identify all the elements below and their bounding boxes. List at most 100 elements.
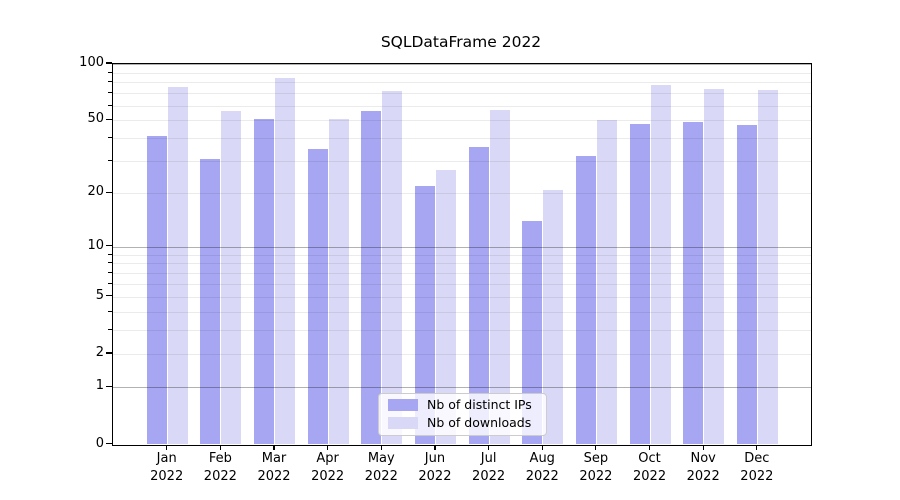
y-tick-mark-10 (105, 245, 112, 247)
y-tick-mark-50 (105, 118, 112, 120)
x-tick-mark-jan (166, 445, 168, 450)
x-tick-label-oct: Oct 2022 (633, 450, 666, 485)
y-tick-mark-100 (105, 62, 112, 64)
bar-nb-of-distinct-ips-jun (414, 185, 435, 445)
gridline-major-100 (113, 64, 811, 65)
x-tick-month: Jun (424, 451, 446, 466)
grid-layer (113, 64, 811, 445)
gridline-minor-30 (113, 161, 811, 163)
legend: Nb of distinct IPs Nb of downloads (378, 392, 547, 436)
bar-nb-of-downloads-nov (704, 88, 725, 445)
x-tick-month: Apr (316, 451, 339, 466)
gridline-minor-8 (113, 263, 811, 265)
x-tick-year: 2022 (579, 468, 613, 484)
x-tick-year: 2022 (257, 468, 291, 484)
y-tick-mark-1 (105, 385, 112, 387)
x-tick-mark-nov (702, 445, 704, 450)
y-minor-tick-mark-90 (108, 71, 112, 73)
gridline-major-10 (113, 246, 811, 248)
x-tick-mark-dec (756, 445, 758, 450)
x-tick-month: Nov (690, 451, 716, 466)
y-tick-label-50: 50 (87, 111, 104, 127)
x-tick-year: 2022 (686, 468, 720, 484)
x-tick-year: 2022 (740, 468, 774, 484)
y-tick-mark-2 (105, 352, 112, 354)
x-tick-year: 2022 (633, 468, 667, 484)
gridline-minor-70 (113, 93, 811, 95)
x-tick-label-dec: Dec 2022 (740, 450, 773, 485)
y-tick-label-5: 5 (95, 287, 104, 303)
y-tick-mark-0 (105, 442, 112, 445)
y-minor-tick-mark-3 (108, 329, 112, 331)
y-minor-tick-mark-60 (108, 104, 112, 106)
bar-nb-of-distinct-ips-oct (629, 123, 650, 445)
bar-nb-of-distinct-ips-mar (254, 118, 274, 445)
bars-layer (113, 64, 811, 445)
x-tick-year: 2022 (525, 468, 559, 484)
gridline-minor-3 (113, 330, 811, 332)
x-tick-mark-mar (273, 445, 275, 450)
gridline-minor-20 (113, 193, 811, 195)
bar-nb-of-downloads-sep (596, 120, 617, 445)
x-tick-month: Jul (480, 451, 497, 466)
legend-swatch-distinct-ips (388, 399, 418, 411)
x-tick-month: May (367, 451, 395, 466)
x-tick-mark-may (380, 445, 382, 450)
y-tick-mark-20 (105, 191, 112, 194)
bar-nb-of-downloads-jul (489, 109, 510, 445)
gridline-major-1 (113, 387, 811, 389)
bar-nb-of-distinct-ips-sep (575, 156, 596, 445)
bar-nb-of-downloads-may (382, 90, 403, 445)
bar-nb-of-distinct-ips-nov (683, 121, 704, 445)
x-tick-label-mar: Mar 2022 (257, 450, 290, 485)
x-tick-year: 2022 (418, 468, 452, 484)
y-minor-tick-mark-80 (108, 81, 112, 83)
gridline-minor-90 (113, 72, 811, 74)
gridline-minor-80 (113, 82, 811, 84)
bar-nb-of-downloads-oct (650, 85, 671, 445)
legend-swatch-downloads (388, 417, 418, 429)
gridline-minor-9 (113, 254, 811, 256)
x-tick-mark-feb (219, 445, 221, 450)
y-tick-label-20: 20 (87, 184, 104, 200)
x-tick-month: Sep (583, 451, 609, 466)
x-tick-mark-jul (488, 445, 490, 450)
x-tick-year: 2022 (150, 468, 184, 484)
legend-entry-distinct-ips: Nb of distinct IPs (388, 398, 537, 412)
x-tick-year: 2022 (203, 468, 237, 484)
y-tick-label-10: 10 (87, 237, 104, 253)
y-minor-tick-mark-9 (108, 253, 112, 255)
legend-entry-downloads: Nb of downloads (388, 416, 537, 430)
x-tick-label-feb: Feb 2022 (204, 450, 237, 485)
y-tick-label-0: 0 (95, 435, 104, 451)
x-tick-label-jul: Jul 2022 (472, 450, 505, 485)
bar-nb-of-downloads-jan (167, 87, 188, 445)
legend-label-downloads: Nb of downloads (427, 415, 532, 430)
bar-nb-of-downloads-mar (275, 78, 295, 445)
x-tick-month: Jan (156, 451, 177, 466)
x-tick-month: Oct (638, 451, 661, 466)
x-tick-label-may: May 2022 (365, 450, 398, 485)
x-tick-label-jan: Jan 2022 (150, 450, 183, 485)
x-tick-month: Feb (208, 451, 232, 466)
x-tick-year: 2022 (364, 468, 398, 484)
bar-nb-of-downloads-feb (221, 111, 242, 445)
y-minor-tick-mark-8 (108, 262, 112, 264)
y-minor-tick-mark-70 (108, 92, 112, 94)
x-tick-mark-jun (434, 445, 436, 450)
x-tick-mark-aug (541, 445, 543, 450)
y-minor-tick-mark-40 (108, 137, 112, 139)
bar-nb-of-distinct-ips-jan (146, 136, 167, 445)
x-tick-month: Dec (744, 451, 770, 466)
legend-label-distinct-ips: Nb of distinct IPs (427, 397, 532, 412)
y-tick-mark-5 (105, 295, 112, 297)
bar-nb-of-distinct-ips-jul (468, 146, 489, 445)
bar-nb-of-downloads-jun (435, 169, 456, 445)
x-tick-mark-apr (327, 445, 329, 450)
gridline-minor-40 (113, 138, 811, 140)
x-tick-label-jun: Jun 2022 (418, 450, 451, 485)
y-tick-label-2: 2 (95, 344, 104, 360)
x-tick-year: 2022 (311, 468, 345, 484)
gridline-minor-6 (113, 284, 811, 286)
